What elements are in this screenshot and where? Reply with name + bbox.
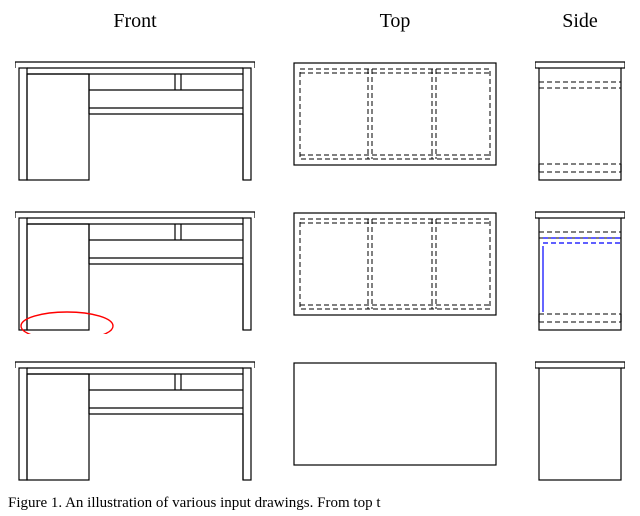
r3-side — [520, 344, 640, 484]
figure-caption: Figure 1. An illustration of various inp… — [0, 489, 640, 512]
figure-1: Front Top Side — [0, 0, 640, 512]
r2-front — [0, 194, 270, 334]
drawings-grid — [0, 39, 640, 489]
r2-side — [520, 194, 640, 334]
r1-top — [270, 59, 520, 169]
label-front: Front — [0, 10, 270, 33]
row-3 — [0, 339, 640, 489]
r1-side — [520, 44, 640, 184]
label-top: Top — [270, 10, 520, 33]
r3-front — [0, 344, 270, 484]
label-side: Side — [520, 10, 640, 33]
column-labels: Front Top Side — [0, 10, 640, 33]
row-1 — [0, 39, 640, 189]
r3-top — [270, 359, 520, 469]
r2-top — [270, 209, 520, 319]
r1-front — [0, 44, 270, 184]
row-2 — [0, 189, 640, 339]
